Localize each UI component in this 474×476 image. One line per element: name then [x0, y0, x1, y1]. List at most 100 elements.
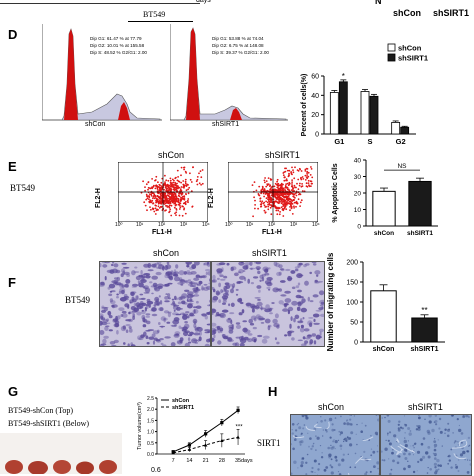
migrated-cell: [185, 280, 189, 284]
migrated-cell: [261, 338, 268, 344]
migrated-cell: [264, 318, 271, 324]
chart-g-xunit: days: [241, 458, 253, 464]
migrated-cell: [178, 325, 182, 329]
migrated-cell: [205, 285, 210, 290]
flow-event-dot: [160, 206, 163, 208]
flow-event-dot: [301, 183, 303, 185]
flow-event-dot: [265, 205, 267, 208]
histogram-shsirt1-g1-peak: [186, 28, 200, 120]
migrated-cell: [180, 308, 183, 310]
flow-event-dot: [154, 185, 157, 187]
migrated-cell: [249, 262, 253, 266]
migrated-cell: [226, 337, 231, 340]
flow-event-dot: [170, 214, 173, 217]
flow-event-dot: [297, 178, 300, 181]
ihc-nucleus: [431, 428, 435, 433]
chart-f-ytick-label: 0: [354, 340, 358, 347]
migrated-cell: [219, 278, 226, 281]
flow-event-dot: [174, 200, 177, 203]
migrated-cell: [138, 282, 144, 288]
migrated-cell: [136, 295, 139, 301]
flow-event-dot: [164, 181, 166, 183]
flow-event-dot: [264, 181, 266, 184]
migrated-cell: [235, 322, 241, 325]
migrated-cell: [212, 329, 217, 334]
migrated-cell: [168, 297, 171, 300]
ihc-nucleus: [297, 422, 300, 425]
ihc-nucleus: [313, 442, 315, 444]
migrated-cell: [180, 283, 184, 286]
migrated-cell: [206, 323, 210, 326]
ihc-nucleus: [401, 427, 404, 430]
hist-shcon-stat-2: Dip G2: 10.01 % at 155.58: [90, 43, 145, 48]
flow-event-dot: [182, 185, 185, 187]
ihc-nucleus: [291, 429, 293, 431]
ihc-nucleus: [457, 441, 459, 443]
flow-event-dot: [304, 168, 307, 171]
migrated-cell: [121, 310, 127, 314]
ihc-nucleus: [346, 437, 350, 441]
migrated-cell: [179, 337, 184, 342]
migrated-cell: [123, 284, 129, 288]
ihc-nucleus: [312, 443, 314, 445]
migrated-cell: [175, 264, 179, 269]
chart-d-xtick-label: G1: [334, 137, 344, 146]
migrated-cell: [255, 266, 261, 270]
migrated-cell: [130, 291, 137, 294]
flow-event-dot: [175, 186, 178, 188]
flow-event-dot: [282, 209, 285, 212]
ihc-nucleus: [292, 447, 295, 451]
migrated-cell: [240, 262, 244, 264]
flow-shsirt1-xtick-1: 10¹: [246, 222, 254, 228]
ihc-nucleus: [294, 435, 297, 437]
migrated-cell: [208, 338, 210, 342]
migrated-cell: [195, 274, 200, 278]
flow-event-dot: [180, 181, 182, 184]
migrated-cell: [178, 279, 185, 282]
ihc-nucleus: [448, 454, 451, 458]
migrated-cell: [184, 323, 190, 329]
migrated-cell: [203, 283, 208, 286]
migrated-cell: [223, 275, 228, 279]
migrated-cell: [255, 314, 261, 319]
chart-d-legend-swatch-shSIRT1: [387, 53, 396, 62]
flow-event-dot: [176, 197, 179, 200]
flow-event-dot: [291, 192, 294, 195]
migrated-cell: [113, 282, 117, 285]
ihc-nucleus: [298, 426, 302, 430]
chart-f-ytick-label: 50: [350, 320, 358, 327]
migrated-cell: [189, 331, 194, 335]
flow-event-dot: [149, 187, 152, 190]
flow-event-dot: [175, 196, 178, 198]
migrated-cell: [312, 263, 317, 266]
migrated-cell: [125, 279, 131, 284]
ihc-nucleus: [307, 432, 309, 434]
migrated-cell: [212, 327, 216, 332]
flow-event-dot: [306, 172, 308, 174]
migrated-cell: [193, 321, 197, 325]
flow-event-dot: [151, 199, 154, 202]
ihc-nucleus: [426, 429, 430, 434]
migrated-cell: [148, 336, 155, 340]
migrated-cell: [174, 333, 179, 337]
migrated-cell: [133, 307, 139, 312]
migrated-cell: [140, 279, 147, 283]
ihc-nucleus: [404, 437, 406, 439]
migrated-cell: [163, 310, 170, 314]
flow-event-dot: [153, 210, 156, 213]
panel-e-title-shsirt1: shSIRT1: [265, 150, 300, 160]
flow-event-dot: [173, 206, 176, 209]
chart-g-ytick-label: 2.0: [147, 407, 154, 413]
migrated-cell: [151, 307, 157, 312]
ihc-nucleus: [469, 459, 471, 461]
ihc-nucleus: [398, 455, 401, 458]
migrated-cell: [220, 315, 224, 318]
ihc-nucleus: [337, 471, 340, 473]
ihc-nucleus: [338, 473, 342, 475]
flow-event-dot: [175, 208, 178, 210]
ihc-nucleus: [301, 457, 305, 460]
ihc-nucleus: [434, 466, 437, 469]
flow-event-dot: [265, 200, 267, 203]
flow-event-dot: [151, 192, 154, 195]
